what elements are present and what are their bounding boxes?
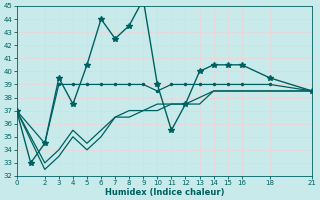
X-axis label: Humidex (Indice chaleur): Humidex (Indice chaleur) [105,188,224,197]
